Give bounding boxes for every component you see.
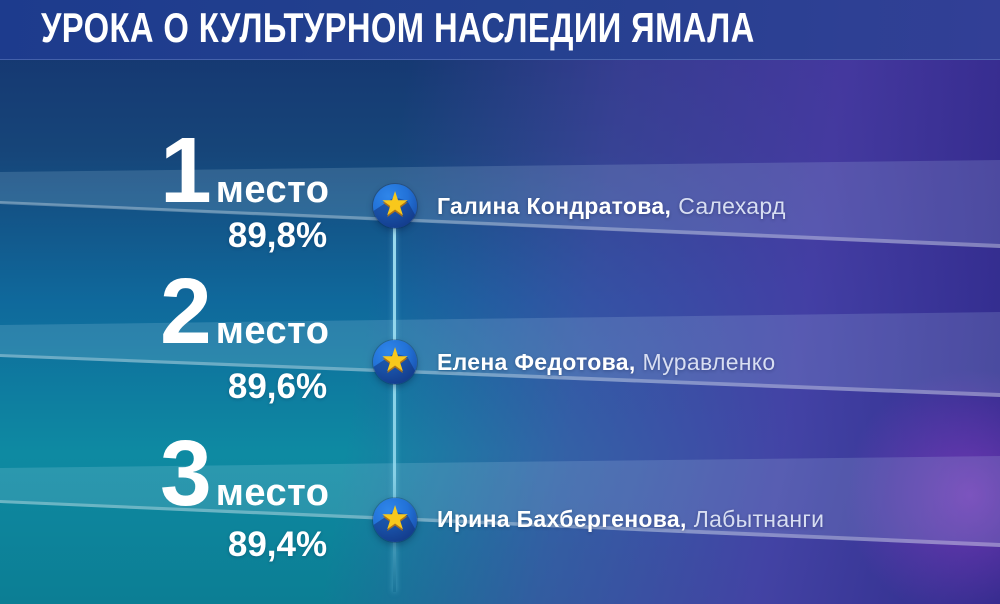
winner-name: Елена Федотова, xyxy=(437,348,636,375)
winner-name: Ирина Бахбергенова, xyxy=(437,505,687,532)
place-label: место xyxy=(215,310,330,352)
winner-city: Муравленко xyxy=(642,348,776,375)
winner-line: Елена Федотова, Муравленко xyxy=(437,346,776,378)
page-title: УРОКА О КУЛЬТУРНОМ НАСЛЕДИИ ЯМАЛА xyxy=(41,3,755,51)
rank-block: 2 место xyxy=(160,265,340,358)
title-bar: УРОКА О КУЛЬТУРНОМ НАСЛЕДИИ ЯМАЛА xyxy=(0,0,1000,60)
winner-city: Лабытнанги xyxy=(693,505,825,532)
rank-block: 3 место xyxy=(160,427,340,520)
star-icon: ★ xyxy=(380,340,410,379)
winner-line: Галина Кондратова, Салехард xyxy=(437,190,786,222)
winner-city: Салехард xyxy=(678,192,786,219)
star-badge: ★ xyxy=(373,184,417,228)
rank-number: 2 xyxy=(160,259,212,363)
star-icon: ★ xyxy=(380,498,410,537)
place-label: место xyxy=(215,169,330,211)
winner-line: Ирина Бахбергенова, Лабытнанги xyxy=(437,503,824,535)
star-badge: ★ xyxy=(373,340,417,384)
rank-number: 3 xyxy=(160,421,212,525)
connector-line xyxy=(393,200,396,592)
place-label: место xyxy=(215,472,330,514)
star-badge: ★ xyxy=(373,498,417,542)
winner-name: Галина Кондратова, xyxy=(437,192,672,219)
percent-value: 89,4% xyxy=(227,525,328,564)
percent-value: 89,6% xyxy=(227,367,328,406)
rank-block: 1 место xyxy=(160,124,340,217)
percent-value: 89,8% xyxy=(227,216,328,255)
rank-number: 1 xyxy=(160,118,212,222)
star-icon: ★ xyxy=(380,184,410,223)
